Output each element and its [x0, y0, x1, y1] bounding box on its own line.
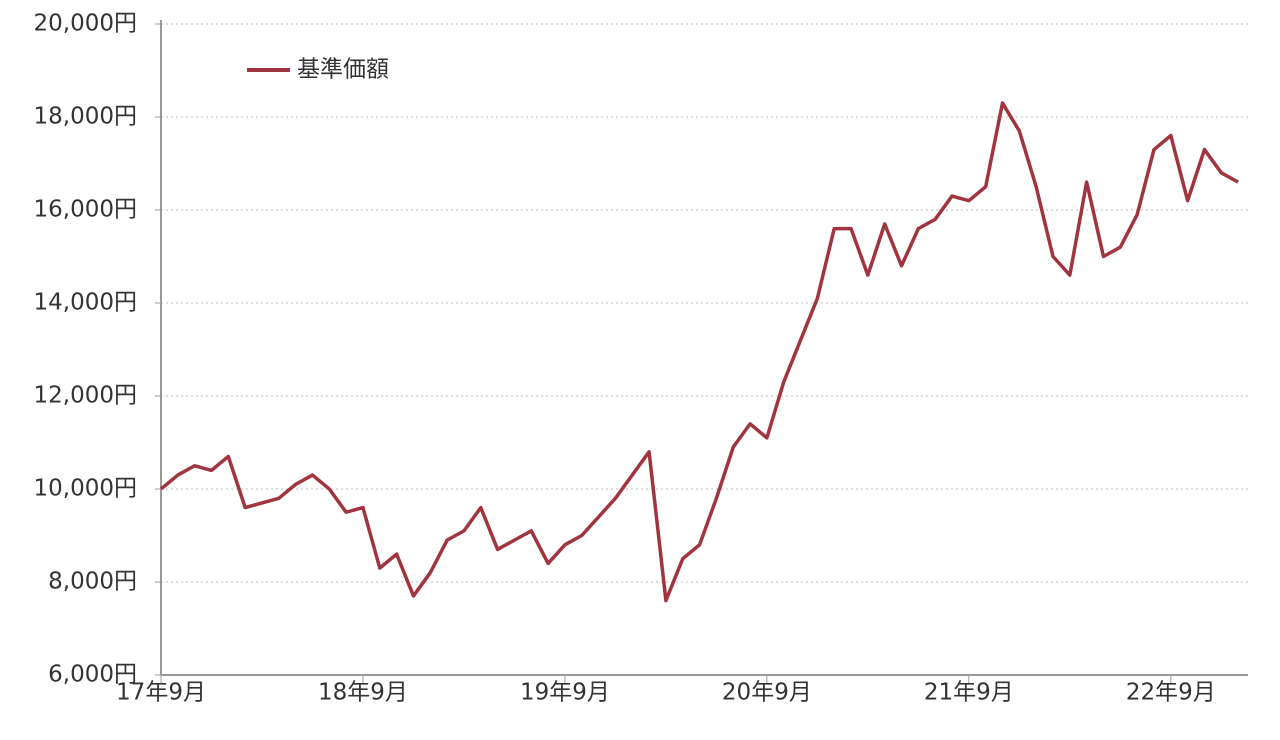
y-tick-label: 16,000円 [34, 197, 137, 223]
x-tick-label: 22年9月 [1126, 680, 1216, 706]
x-tick-label: 21年9月 [924, 680, 1014, 706]
y-tick-label: 12,000円 [34, 383, 137, 409]
y-tick-label: 18,000円 [34, 104, 137, 130]
x-tick-label: 19年9月 [520, 680, 610, 706]
x-tick-label: 18年9月 [318, 680, 408, 706]
x-tick-label: 20年9月 [722, 680, 812, 706]
y-tick-label: 8,000円 [48, 569, 137, 595]
y-tick-label: 6,000円 [48, 662, 137, 688]
y-tick-label: 10,000円 [34, 476, 137, 502]
line-series [159, 101, 1239, 603]
x-tick-label: 17年9月 [116, 680, 206, 706]
legend-label: 基準価額 [297, 57, 389, 83]
y-tick-label: 20,000円 [34, 11, 137, 37]
y-tick-label: 14,000円 [34, 290, 137, 316]
